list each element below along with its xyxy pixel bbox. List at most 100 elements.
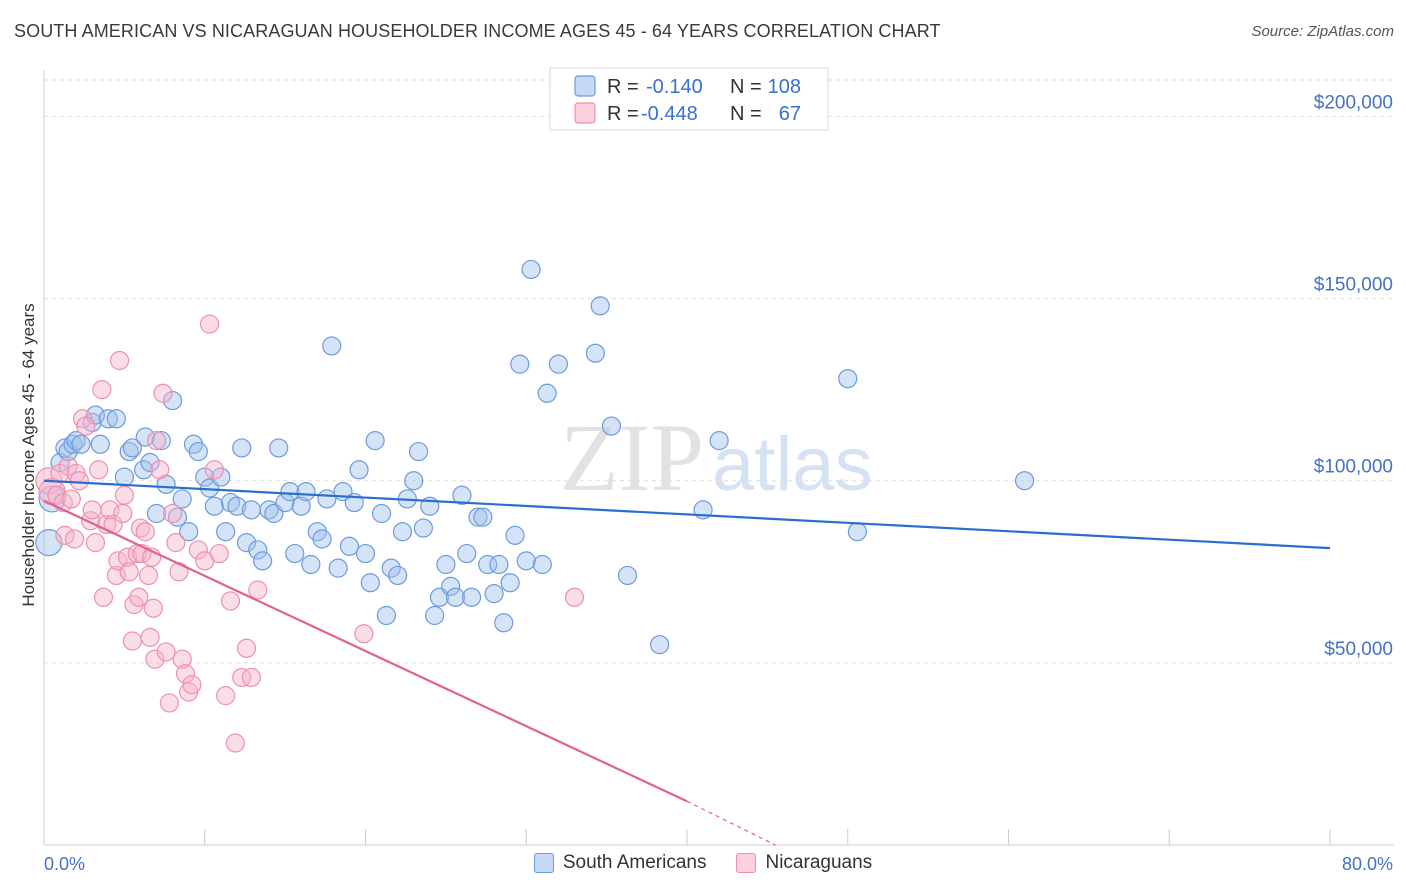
chart-title: SOUTH AMERICAN VS NICARAGUAN HOUSEHOLDER… (14, 21, 941, 41)
point-nicaraguan (117, 547, 138, 567)
point-south-american (140, 452, 160, 473)
point-nicaraguan (100, 500, 120, 520)
y-axis-label: Householder Income Ages 45 - 64 years (19, 303, 38, 606)
y-tick-label: $100,000 (1314, 457, 1393, 478)
point-south-american (241, 500, 261, 520)
point-south-american (381, 558, 401, 578)
point-nicaraguan (199, 314, 220, 334)
point-nicaraguan (146, 431, 167, 451)
point-south-american (473, 507, 493, 527)
legend-n-value-2: 67 (779, 103, 801, 125)
point-nicaraguan (216, 686, 236, 706)
point-nicaraguan (55, 525, 75, 545)
point-south-american (280, 482, 300, 502)
point-nicaraguan (122, 631, 143, 651)
point-south-american (122, 438, 143, 458)
y-tick-labels: $50,000 $100,000 $150,000 $200,000 (1314, 92, 1393, 659)
point-nicaraguan (564, 587, 585, 607)
point-nicaraguan (109, 350, 130, 371)
point-south-american (371, 503, 392, 524)
trendline-nicaraguans-extension (686, 800, 776, 846)
point-south-american (376, 605, 396, 626)
point-nicaraguan (232, 667, 252, 688)
point-south-american (617, 565, 638, 586)
point-south-american (590, 296, 610, 316)
point-south-american (537, 383, 557, 403)
point-south-american (500, 573, 520, 593)
swatch-nicaraguans (736, 853, 757, 873)
point-south-american (388, 565, 408, 586)
point-south-american (188, 441, 208, 462)
point-nicaraguan (64, 529, 85, 549)
legend-item-nicaraguans[interactable]: Nicaraguans (736, 852, 872, 874)
point-nicaraguan (145, 649, 165, 669)
point-south-american (291, 496, 311, 516)
point-south-american (146, 503, 167, 524)
point-south-american (179, 522, 199, 542)
point-south-american (339, 536, 360, 556)
point-south-american (425, 605, 445, 626)
point-nicaraguan (85, 533, 106, 553)
point-south-american (847, 522, 867, 542)
point-south-american (172, 489, 192, 509)
point-south-american (134, 460, 154, 480)
point-south-american (195, 467, 215, 487)
point-south-american (236, 533, 257, 553)
point-nicaraguan (106, 565, 126, 586)
legend-r-label-2: R = (607, 103, 639, 125)
point-south-american (413, 518, 433, 538)
point-south-american (71, 434, 91, 454)
point-south-american (468, 507, 488, 527)
point-south-american (521, 259, 541, 280)
point-nicaraguan (156, 642, 176, 662)
legend-r-value-1: -0.140 (646, 76, 703, 98)
series-south-americans (35, 259, 1035, 655)
point-south-american (220, 492, 241, 513)
point-south-american (285, 543, 305, 564)
point-south-american (516, 551, 536, 571)
point-nicaraguan (175, 664, 196, 684)
point-south-american (461, 587, 482, 607)
trend-lines (43, 479, 1331, 846)
point-nicaraguan (354, 624, 374, 644)
point-south-american (90, 434, 110, 454)
legend-box: R = -0.140 N = 108 R = -0.448 N = 67 (549, 67, 829, 131)
point-nicaraguan (114, 485, 134, 505)
watermark: ZIP atlas (560, 404, 873, 511)
point-nicaraguan (220, 591, 241, 611)
point-nicaraguan (93, 587, 114, 607)
y-tick-label: $150,000 (1314, 275, 1393, 296)
point-south-american (114, 467, 134, 487)
point-south-american (650, 635, 670, 655)
trendline-south-americans (43, 479, 1331, 550)
point-nicaraguan (150, 460, 170, 480)
point-south-american (85, 405, 106, 425)
point-nicaraguan (92, 380, 112, 400)
point-south-american (436, 554, 456, 575)
point-south-american (98, 409, 118, 429)
point-nicaraguan (236, 638, 257, 658)
point-nicaraguan (140, 627, 160, 647)
point-south-american (248, 540, 268, 560)
point-south-american (35, 529, 63, 557)
point-south-american (163, 390, 183, 411)
point-south-american (408, 441, 429, 462)
legend-item-south-americans[interactable]: South Americans (533, 852, 706, 874)
x-ticks (204, 829, 1331, 845)
point-south-american (269, 438, 289, 458)
point-south-american (227, 496, 247, 516)
point-south-american (478, 554, 498, 575)
legend-n-value-1: 108 (768, 76, 801, 98)
point-south-american (355, 543, 376, 564)
point-nicaraguan (129, 587, 149, 607)
point-south-american (484, 584, 504, 604)
point-south-american (349, 460, 369, 480)
point-nicaraguan (138, 565, 159, 586)
point-nicaraguan (166, 533, 186, 553)
point-south-american (301, 554, 321, 575)
point-nicaraguan (163, 503, 183, 524)
point-south-american (838, 369, 858, 389)
point-nicaraguan (188, 540, 208, 560)
point-south-american (216, 522, 236, 542)
y-tick-label: $200,000 (1314, 92, 1393, 113)
